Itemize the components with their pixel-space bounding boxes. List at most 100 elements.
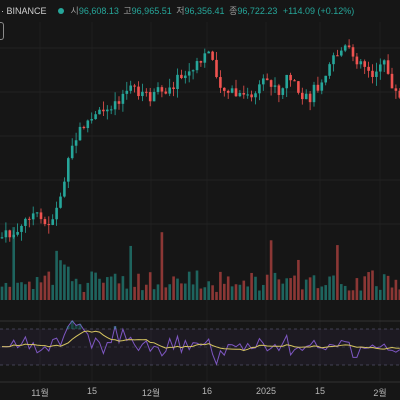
volume-bar	[176, 278, 179, 300]
volume-bar	[230, 286, 234, 300]
x-tick-label: 12월	[141, 388, 161, 398]
volume-bar	[312, 275, 316, 300]
volume-bar	[4, 282, 8, 300]
market-status-icon	[58, 7, 65, 14]
volume-bar	[106, 277, 109, 300]
volume-bar	[379, 289, 382, 300]
candle-body	[258, 84, 261, 94]
candle-body	[39, 212, 43, 220]
candle-body	[234, 88, 238, 97]
volume-bar	[238, 284, 242, 300]
volume-bar	[109, 276, 113, 300]
volume-bar	[0, 286, 4, 300]
candle-body	[207, 51, 210, 54]
volume-bar	[219, 271, 222, 300]
candle-body	[367, 66, 370, 71]
volume-bar	[398, 289, 400, 300]
volume-bar	[191, 284, 195, 300]
candle-body	[242, 93, 246, 95]
candle-body	[47, 224, 51, 226]
volume-bar	[141, 290, 144, 300]
panel-expand-handle[interactable]	[0, 22, 4, 40]
candle-body	[203, 53, 207, 63]
volume-bar	[63, 264, 66, 300]
candle-body	[137, 86, 140, 97]
candle-body	[328, 64, 331, 76]
volume-bar	[234, 284, 238, 300]
candle-body	[78, 126, 82, 141]
candle-body	[304, 93, 308, 100]
volume-bar	[359, 290, 363, 300]
candle-body	[301, 92, 304, 100]
volume-bar	[180, 283, 183, 300]
volume-bar	[262, 284, 265, 300]
candle-body	[226, 90, 230, 93]
rsi-ma-line	[1, 330, 400, 352]
candle-body	[129, 85, 132, 91]
volume-bar	[328, 276, 331, 300]
candle-body	[359, 61, 363, 65]
candle-body	[320, 82, 324, 91]
volume-bar	[223, 283, 226, 300]
candle-body	[156, 87, 160, 92]
candle-body	[375, 71, 378, 77]
candle-body	[273, 85, 277, 87]
candle-body	[297, 81, 300, 93]
volume-bar	[351, 290, 355, 300]
candle-body	[43, 219, 47, 225]
volume-bar	[12, 227, 15, 300]
volume-bar	[156, 284, 160, 300]
volume-bar	[184, 283, 187, 300]
volume-bar	[117, 283, 121, 300]
candle-body	[386, 60, 390, 74]
candle-body	[106, 109, 109, 112]
rsi-line	[1, 320, 400, 366]
candle-body	[281, 88, 285, 95]
candle-body	[145, 91, 148, 93]
candle-body	[74, 140, 78, 146]
symbol-label: · BINANCE	[1, 6, 47, 16]
volume-bar	[78, 284, 82, 300]
candle-body	[347, 45, 351, 48]
candle-body	[219, 77, 222, 88]
volume-bar	[215, 291, 218, 300]
high-label: 고	[123, 6, 132, 16]
candle-body	[98, 109, 101, 115]
volume-bar	[102, 282, 105, 300]
candle-body	[4, 230, 8, 238]
volume-bar	[386, 275, 390, 300]
volume-bar	[304, 279, 308, 300]
volume-bar	[281, 283, 285, 300]
candle-body	[355, 56, 359, 65]
volume-bar	[59, 260, 62, 300]
candle-body	[285, 74, 288, 89]
x-tick-label: 15	[314, 386, 326, 396]
candle-body	[269, 80, 273, 87]
candle-body	[199, 61, 203, 63]
volume-bar	[172, 276, 175, 300]
volume-bar	[375, 286, 378, 300]
volume-bar	[203, 287, 207, 300]
volume-bar	[24, 284, 27, 300]
candle-body	[51, 219, 54, 225]
volume-bar	[195, 270, 199, 300]
volume-bar	[160, 232, 164, 300]
candle-body	[133, 85, 136, 87]
volume-bar	[340, 284, 343, 300]
low-value: 96,356.41	[184, 6, 225, 16]
close-value: 96,722.23	[237, 6, 278, 16]
candle-body	[102, 109, 105, 112]
candle-body	[24, 218, 27, 226]
volume-bar	[367, 272, 370, 300]
candle-body	[195, 61, 199, 71]
time-axis[interactable]: 11월 15 12월 16 2025 15 2월	[0, 384, 400, 400]
volume-bar	[207, 281, 210, 300]
close-label: 종	[229, 6, 238, 16]
volume-bar	[43, 275, 47, 300]
candle-body	[168, 87, 171, 94]
candle-body	[308, 93, 312, 103]
candle-body	[265, 78, 269, 81]
candle-body	[293, 80, 296, 82]
